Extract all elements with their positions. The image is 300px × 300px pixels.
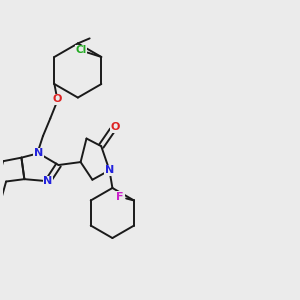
Text: N: N <box>43 176 52 186</box>
Text: Cl: Cl <box>75 45 86 55</box>
Text: F: F <box>116 192 124 202</box>
Text: O: O <box>52 94 62 104</box>
Text: N: N <box>34 148 43 158</box>
Text: O: O <box>110 122 119 132</box>
Text: N: N <box>105 165 114 175</box>
